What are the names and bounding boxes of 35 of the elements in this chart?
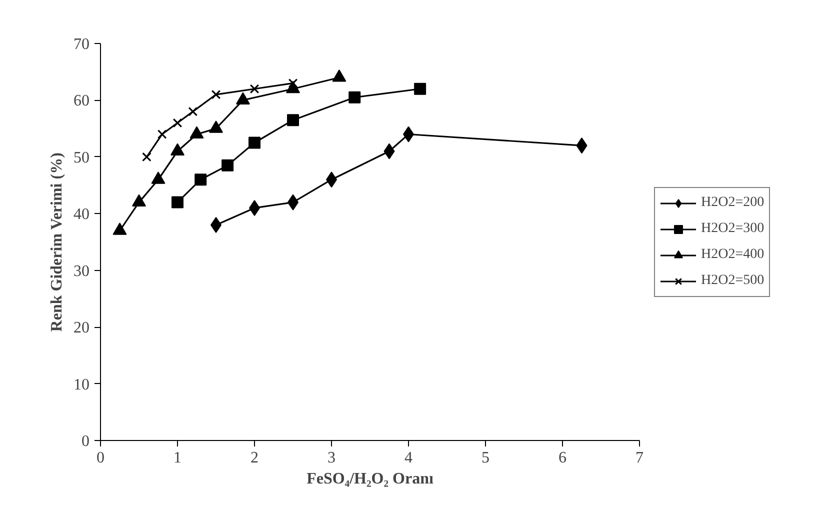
x-tick-label: 5 <box>482 450 490 466</box>
y-tick-label: 50 <box>74 149 90 166</box>
x-tick-label: 4 <box>404 450 412 466</box>
y-tick-label: 40 <box>74 206 90 224</box>
x-tick-label: 6 <box>558 450 566 466</box>
legend-label: H2O2=200 <box>701 194 764 210</box>
point <box>248 136 260 149</box>
point <box>194 174 207 186</box>
y-tick-label: 10 <box>74 376 90 394</box>
point <box>250 84 260 94</box>
legend-label: H2O2=500 <box>701 272 764 288</box>
y-tick-label: 20 <box>74 320 90 337</box>
point <box>142 152 152 162</box>
legend-label: H2O2=400 <box>701 246 764 262</box>
point <box>348 91 361 104</box>
x-tick-label: 7 <box>636 450 644 466</box>
x-axis-title: FeSO₄/H₂O₂ Oranı <box>306 470 434 488</box>
point <box>157 130 167 139</box>
point <box>172 196 184 208</box>
x-tick-label: 1 <box>174 450 182 466</box>
x-tick-label: 3 <box>328 450 336 466</box>
x-tick-label: 0 <box>96 450 104 466</box>
legend-label: H2O2=300 <box>701 220 764 236</box>
y-tick-label: 60 <box>74 92 90 110</box>
y-tick-label: 70 <box>74 36 90 53</box>
x-tick-label: 2 <box>250 450 258 466</box>
point <box>222 159 234 172</box>
point <box>172 118 182 128</box>
y-tick-label: 30 <box>74 262 90 280</box>
y-tick-label: 0 <box>82 433 90 450</box>
point <box>414 82 426 95</box>
point <box>287 114 299 126</box>
point <box>188 106 198 116</box>
point <box>211 90 221 100</box>
y-axis-title: Renk Giderim Verimi (%) <box>48 152 66 332</box>
